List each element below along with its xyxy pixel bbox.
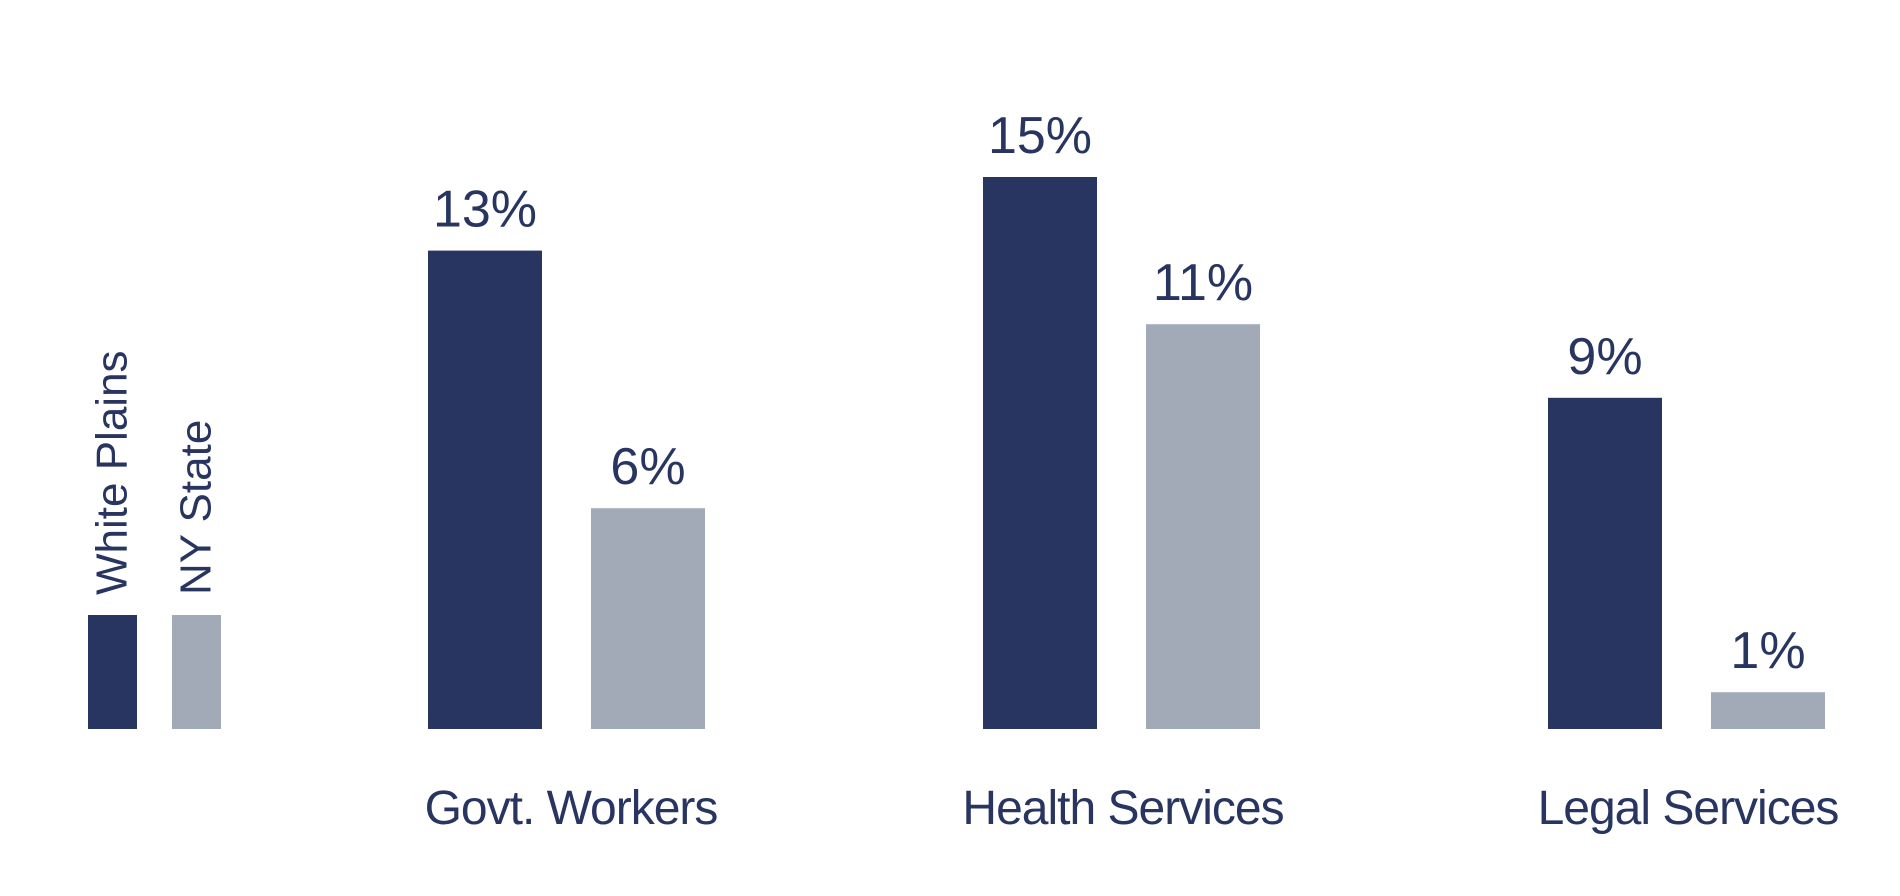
- value-label-health-services-white-plains: 15%: [988, 107, 1092, 165]
- category-label-health-services: Health Services: [962, 782, 1283, 835]
- value-labels: 13% 6% 15% 11% 9% 1%: [433, 107, 1806, 680]
- value-label-govt-workers-white-plains: 13%: [433, 181, 537, 239]
- bars: [428, 177, 1825, 729]
- value-label-legal-services-ny-state: 1%: [1730, 622, 1805, 680]
- legend-label-white-plains: White Plains: [88, 350, 137, 595]
- legend-label-ny-state: NY State: [172, 420, 221, 595]
- bar-govt-workers-white-plains: [428, 250, 542, 729]
- bar-health-services-white-plains: [983, 177, 1097, 729]
- category-label-legal-services: Legal Services: [1538, 782, 1839, 835]
- category-labels: Govt. Workers Health Services Legal Servic…: [425, 782, 1840, 835]
- bar-govt-workers-ny-state: [591, 508, 705, 729]
- value-label-legal-services-white-plains: 9%: [1567, 328, 1642, 386]
- value-label-govt-workers-ny-state: 6%: [610, 438, 685, 496]
- bar-health-services-ny-state: [1146, 324, 1260, 729]
- bar-legal-services-white-plains: [1548, 397, 1662, 729]
- value-label-health-services-ny-state: 11%: [1153, 254, 1253, 312]
- bar-legal-services-ny-state: [1711, 692, 1825, 729]
- legend-swatch-ny-state: [172, 615, 221, 729]
- legend: White Plains NY State: [88, 350, 221, 729]
- legend-swatch-white-plains: [88, 615, 137, 729]
- category-label-govt-workers: Govt. Workers: [425, 782, 718, 835]
